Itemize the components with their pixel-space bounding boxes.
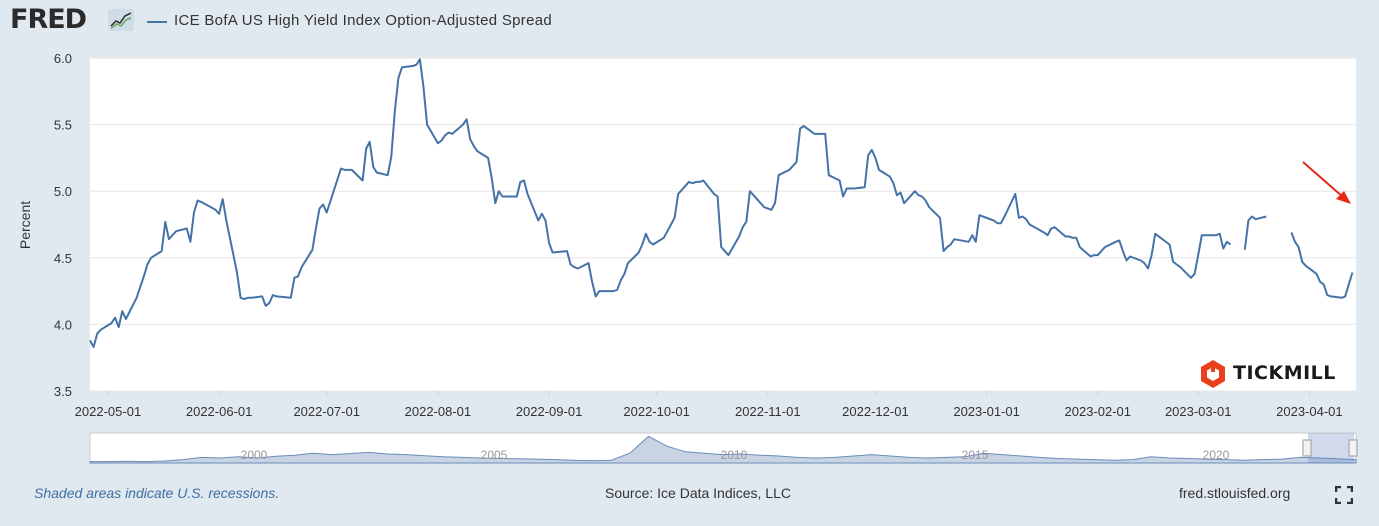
trend-arrow xyxy=(1302,161,1351,204)
x-tick-label: 2022-09-01 xyxy=(516,404,583,419)
x-tick-label: 2022-08-01 xyxy=(405,404,472,419)
y-tick-label: 4.0 xyxy=(54,317,72,332)
fred-chart-icon xyxy=(108,9,134,31)
x-tick-label: 2022-05-01 xyxy=(75,404,142,419)
x-tick-label: 2022-11-01 xyxy=(735,404,801,419)
legend-label: ICE BofA US High Yield Index Option-Adju… xyxy=(174,12,553,29)
site-link[interactable]: fred.stlouisfed.org xyxy=(1179,485,1291,501)
y-axis: 3.5 4.0 4.5 5.0 5.5 6.0 xyxy=(54,51,72,399)
navigator-series xyxy=(89,435,1357,464)
series-group xyxy=(89,58,1354,348)
navigator-label: 2005 xyxy=(481,448,508,462)
navigator-label: 2020 xyxy=(1203,448,1230,462)
y-tick-label: 4.5 xyxy=(54,251,72,266)
x-tick-label: 2023-03-01 xyxy=(1165,404,1232,419)
x-tick-label: 2023-01-01 xyxy=(953,404,1020,419)
recession-note[interactable]: Shaded areas indicate U.S. recessions. xyxy=(34,485,280,501)
tickmill-logo-icon xyxy=(1201,360,1225,388)
navigator-label: 2010 xyxy=(721,448,748,462)
chart-header: FRED ICE BofA US High Yield Index Option… xyxy=(0,0,1379,44)
x-tick-label: 2022-12-01 xyxy=(842,404,909,419)
navigator-label: 2000 xyxy=(241,448,268,462)
fred-logo[interactable]: FRED xyxy=(10,4,87,35)
navigator-selection xyxy=(1308,433,1354,463)
y-tick-label: 5.5 xyxy=(54,118,72,133)
y-tick-label: 3.5 xyxy=(54,384,72,399)
navigator[interactable]: 2000 2005 2010 2015 2020 xyxy=(89,432,1358,464)
line-chart[interactable]: 3.54.04.55.05.56.0 2022-05-01 2022-06-01 2… xyxy=(0,0,1379,480)
y-tick-label: 5.0 xyxy=(54,184,72,199)
x-tick-label: 2023-04-01 xyxy=(1276,404,1343,419)
x-tick-label: 2022-10-01 xyxy=(623,404,690,419)
navigator-label: 2015 xyxy=(962,448,989,462)
source-text: Source: Ice Data Indices, LLC xyxy=(605,485,791,501)
series-line xyxy=(89,58,1354,348)
grid-lines xyxy=(90,57,1356,392)
legend-swatch xyxy=(147,21,167,23)
tickmill-wordmark: TICKMILL xyxy=(1233,362,1336,384)
navigator-handle[interactable] xyxy=(1348,439,1358,457)
x-tick-label: 2023-02-01 xyxy=(1065,404,1132,419)
navigator-handle[interactable] xyxy=(1302,439,1312,457)
x-axis: 2022-05-01 2022-06-01 2022-07-01 2022-08-01… xyxy=(75,391,1343,419)
fullscreen-icon[interactable] xyxy=(1335,486,1353,504)
x-tick-label: 2022-07-01 xyxy=(293,404,360,419)
y-axis-label: Percent xyxy=(17,201,33,249)
y-tick-label: 6.0 xyxy=(54,51,72,66)
plot-area xyxy=(90,58,1356,391)
x-tick-label: 2022-06-01 xyxy=(186,404,253,419)
